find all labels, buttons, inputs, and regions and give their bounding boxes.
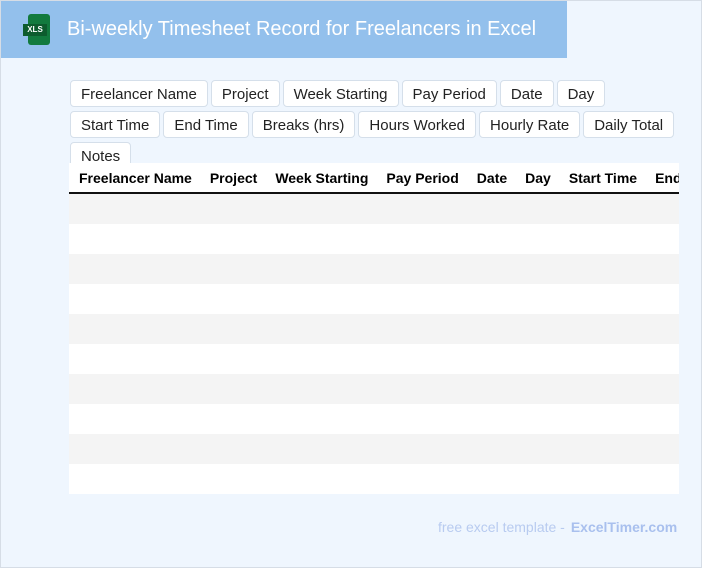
table-row (69, 284, 679, 314)
column-header: Pay Period (386, 169, 459, 186)
footer: free excel template - ExcelTimer.com (438, 519, 677, 535)
footer-text: free excel template - (438, 519, 565, 535)
table-header: Freelancer Name Project Week Starting Pay P… (69, 163, 679, 194)
field-chip[interactable]: Hours Worked (358, 111, 477, 138)
field-chip[interactable]: Daily Total (583, 111, 675, 138)
field-chip[interactable]: Pay Period (401, 80, 497, 107)
xls-file-icon: XLS (23, 14, 51, 45)
column-header: Day (525, 169, 551, 186)
table-row (69, 374, 679, 404)
field-chip[interactable]: Breaks (hrs) (251, 111, 356, 138)
table-row (69, 224, 679, 254)
column-header: Start Time (568, 169, 638, 186)
column-header: Project (209, 169, 258, 186)
field-chip[interactable]: End Time (163, 111, 249, 138)
field-chip[interactable]: Hourly Rate (479, 111, 581, 138)
table-row (69, 464, 679, 494)
column-header: End Time (655, 169, 679, 186)
column-header: Week Starting (275, 169, 369, 186)
field-chip[interactable]: Project (210, 80, 280, 107)
title-banner: XLS Bi-weekly Timesheet Record for Freel… (1, 1, 567, 58)
table-row (69, 344, 679, 374)
field-chip[interactable]: Week Starting (282, 80, 399, 107)
field-chip[interactable]: Freelancer Name (70, 80, 208, 107)
table-row (69, 254, 679, 284)
field-chip[interactable]: Date (499, 80, 554, 107)
column-header: Freelancer Name (79, 169, 192, 186)
table-row (69, 404, 679, 434)
table-row (69, 194, 679, 224)
field-chip[interactable]: Day (556, 80, 606, 107)
field-chips: Freelancer Name Project Week Starting Pay P… (70, 80, 690, 169)
field-chip[interactable]: Start Time (70, 111, 161, 138)
table-body (69, 194, 679, 494)
table-row (69, 434, 679, 464)
table-row (69, 314, 679, 344)
timesheet-table: Freelancer Name Project Week Starting Pay P… (69, 163, 679, 494)
column-header: Date (476, 169, 508, 186)
page-title: Bi-weekly Timesheet Record for Freelance… (67, 18, 537, 40)
brand-link[interactable]: ExcelTimer.com (570, 519, 678, 535)
